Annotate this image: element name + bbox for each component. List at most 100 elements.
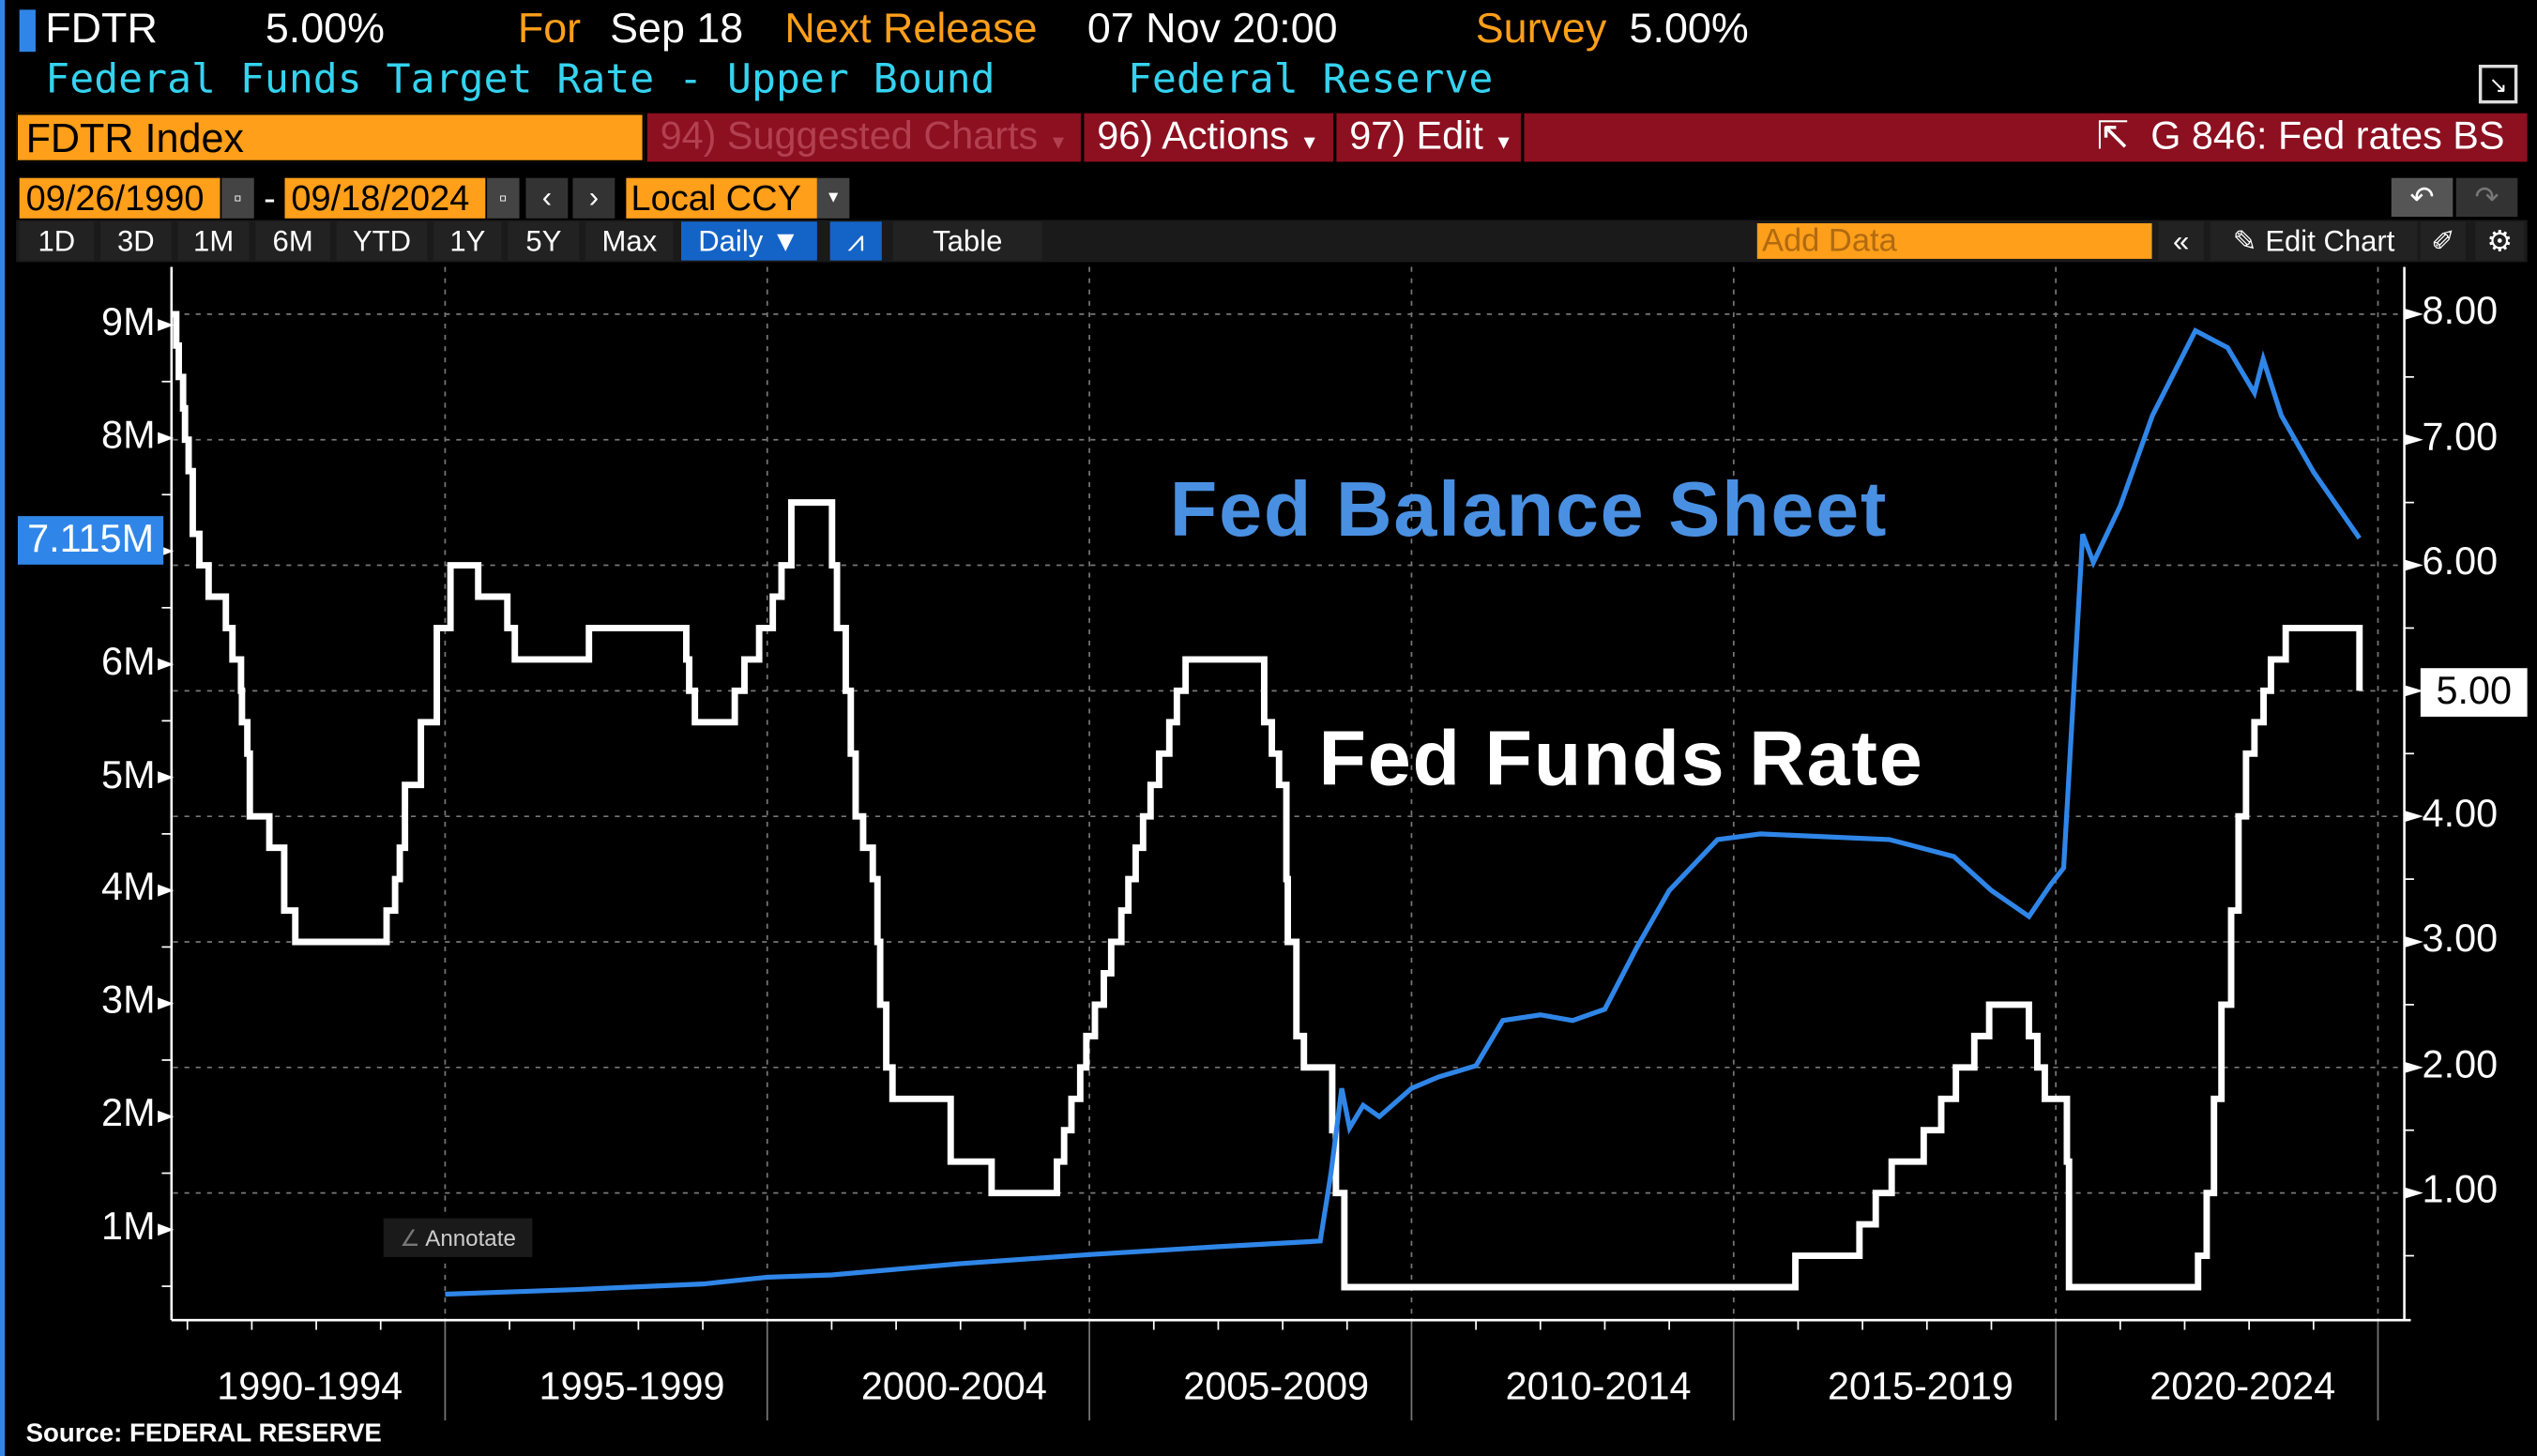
- survey-label: Survey: [1475, 3, 1607, 53]
- chevron-down-icon: ▼: [1299, 130, 1319, 154]
- pencil-icon: ∠: [400, 1224, 420, 1251]
- right-axis-tick-label: 3.00: [2422, 918, 2499, 962]
- right-axis-tick: [2403, 1061, 2423, 1074]
- right-axis-tick: [2403, 1187, 2423, 1199]
- left-axis-tick: [158, 319, 175, 331]
- gear-icon[interactable]: ⚙: [2475, 221, 2525, 261]
- left-axis-tick: [158, 658, 175, 671]
- period-button-5y[interactable]: 5Y: [508, 221, 580, 261]
- x-axis-tick-label: 2005-2009: [1183, 1365, 1370, 1410]
- for-date: Sep 18: [610, 3, 744, 53]
- x-axis-tick-label: 2000-2004: [860, 1365, 1047, 1410]
- chevron-down-icon: ▼: [1048, 130, 1069, 154]
- window-border: [0, 0, 6, 1456]
- source-footnote: Source: FEDERAL RESERVE: [25, 1420, 382, 1448]
- right-axis-tick-label: 1.00: [2422, 1168, 2499, 1213]
- annotation-tool-icon[interactable]: ✐: [2420, 221, 2467, 261]
- right-axis-tick: [2403, 685, 2423, 697]
- currency-dropdown-icon[interactable]: ▼: [816, 177, 850, 219]
- annotate-label: Annotate: [425, 1224, 516, 1251]
- line-chart-icon[interactable]: ⩘: [829, 221, 882, 261]
- x-axis-tick-label: 1995-1999: [539, 1365, 725, 1410]
- date-separator: -: [264, 177, 276, 219]
- left-axis-tick-label: 1M: [101, 1205, 156, 1250]
- period-button-max[interactable]: Max: [585, 221, 674, 261]
- left-axis-tick: [158, 1223, 175, 1236]
- redo-icon[interactable]: ↷: [2455, 177, 2518, 218]
- collapse-icon[interactable]: «: [2158, 221, 2204, 261]
- last-value: 5.00%: [265, 3, 385, 53]
- right-axis-tick-label: 7.00: [2422, 415, 2499, 460]
- add-data-input[interactable]: Add Data: [1756, 222, 2152, 259]
- start-date-input[interactable]: 09/26/1990: [19, 177, 220, 219]
- edit-button[interactable]: 97) Edit ▼: [1336, 113, 1522, 162]
- chart-name: G 846: Fed rates BS: [2150, 114, 2505, 159]
- period-button-1y[interactable]: 1Y: [433, 221, 502, 261]
- edit-chart-label: Edit Chart: [2265, 224, 2395, 258]
- ticker: FDTR: [45, 3, 158, 53]
- for-label: For: [517, 3, 582, 53]
- left-axis-tick: [158, 771, 175, 784]
- left-axis-tick: [158, 997, 175, 1010]
- left-axis-tick-label: 9M: [101, 300, 156, 345]
- right-axis-tick: [2403, 935, 2423, 948]
- next-period-button[interactable]: ›: [572, 177, 615, 219]
- right-axis-tick-label: 6.00: [2422, 540, 2499, 585]
- suggested-charts-button[interactable]: 94) Suggested Charts ▼: [646, 113, 1081, 162]
- currency-select[interactable]: Local CCY: [626, 177, 817, 219]
- x-axis-tick-label: 2010-2014: [1505, 1365, 1692, 1410]
- left-axis-tick: [158, 884, 175, 897]
- period-button-1d[interactable]: 1D: [19, 221, 95, 261]
- undo-icon[interactable]: ↶: [2391, 177, 2453, 218]
- calendar-icon[interactable]: ▫: [221, 177, 254, 219]
- table-button[interactable]: Table: [892, 221, 1042, 261]
- right-axis-tick: [2403, 810, 2423, 823]
- right-axis-tick: [2403, 559, 2423, 571]
- x-axis-tick-label: 2020-2024: [2150, 1365, 2336, 1410]
- balance-last-value-badge: 7.115M: [17, 516, 164, 565]
- actions-button[interactable]: 96) Actions ▼: [1084, 113, 1333, 162]
- ticker-marker: [19, 9, 36, 53]
- balance-sheet-annotation: Fed Balance Sheet: [1169, 467, 1889, 554]
- period-button-3d[interactable]: 3D: [99, 221, 172, 261]
- period-button-6m[interactable]: 6M: [255, 221, 330, 261]
- chart-name-bar[interactable]: ⇱ G 846: Fed rates BS: [1524, 113, 2528, 162]
- right-axis-tick: [2403, 308, 2423, 321]
- period-button-1m[interactable]: 1M: [177, 221, 250, 261]
- fed-funds-rate-line: [170, 311, 2363, 1291]
- launch-icon[interactable]: ⇱: [2096, 114, 2130, 159]
- left-axis-tick-label: 8M: [101, 414, 156, 458]
- annotate-button[interactable]: ∠ Annotate: [383, 1218, 533, 1257]
- right-axis-tick-label: 8.00: [2422, 290, 2499, 334]
- security-input[interactable]: FDTR Index: [16, 113, 645, 162]
- actions-label: 96) Actions: [1097, 114, 1289, 159]
- previous-period-button[interactable]: ‹: [525, 177, 569, 219]
- period-button-ytd[interactable]: YTD: [336, 221, 428, 261]
- screenshot-icon[interactable]: ↘: [2478, 64, 2518, 104]
- rate-last-value-badge: 5.00: [2420, 668, 2528, 717]
- right-axis-tick-label: 2.00: [2422, 1042, 2499, 1087]
- edit-chart-button[interactable]: ✎ Edit Chart: [2210, 221, 2418, 261]
- suggested-charts-label: 94) Suggested Charts: [660, 114, 1039, 159]
- frequency-select[interactable]: Daily ▼: [681, 221, 817, 261]
- balance-sheet-line: [445, 326, 2362, 1297]
- calendar-icon[interactable]: ▫: [487, 177, 520, 219]
- right-axis-tick: [2403, 433, 2423, 447]
- left-axis-tick: [158, 1110, 175, 1123]
- edit-label: 97) Edit: [1349, 114, 1483, 159]
- x-axis-tick-label: 2015-2019: [1827, 1365, 2013, 1410]
- chevron-down-icon: ▼: [1494, 130, 1513, 154]
- end-date-input[interactable]: 09/18/2024: [284, 177, 486, 219]
- pencil-icon: ✎: [2232, 224, 2257, 258]
- survey-value: 5.00%: [1629, 3, 1749, 53]
- left-axis-tick-label: 6M: [101, 640, 156, 684]
- next-release-date: 07 Nov 20:00: [1086, 3, 1338, 53]
- left-axis-tick-label: 3M: [101, 978, 156, 1024]
- next-release-label: Next Release: [784, 3, 1038, 53]
- fed-funds-annotation: Fed Funds Rate: [1318, 716, 1924, 803]
- left-axis-tick-label: 4M: [101, 866, 156, 910]
- security-description: Federal Funds Target Rate - Upper Bound: [45, 54, 995, 102]
- source-name: Federal Reserve: [1127, 54, 1494, 102]
